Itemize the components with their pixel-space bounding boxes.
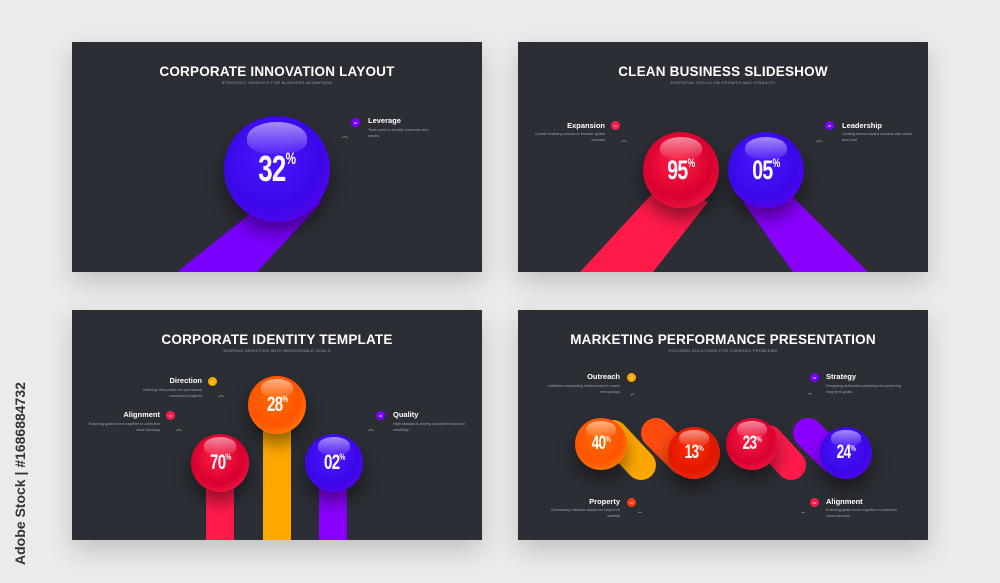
item-desc: Designing actionable pathways for achiev… bbox=[826, 384, 901, 394]
item-label: Direction bbox=[169, 376, 202, 385]
curved-arrow-icon: ⌒ bbox=[342, 138, 349, 144]
slide-subtitle: ESSENTIAL FOCUS ON GROWTH AND STABILITY bbox=[670, 80, 776, 85]
slide-1[interactable]: CORPORATE INNOVATION LAYOUT STRATEGIC IN… bbox=[72, 42, 482, 272]
sphere-value: 13 bbox=[684, 442, 700, 463]
sphere-unit: % bbox=[339, 451, 345, 463]
number-badge: 02 bbox=[166, 411, 175, 420]
sphere-value: 32 bbox=[258, 148, 286, 189]
sphere-unit: % bbox=[285, 149, 296, 168]
curved-arrow-icon: ⌣ bbox=[801, 510, 805, 516]
sphere-13: 13% bbox=[668, 427, 720, 479]
item-desc: Ensuring goals move together in collecti… bbox=[826, 508, 898, 518]
curved-arrow-icon: ⌣ bbox=[638, 510, 642, 516]
slide-subtitle: SHAPING DIRECTION WITH MEASURABLE GOALS bbox=[223, 348, 331, 353]
sphere-value: 70 bbox=[209, 451, 226, 474]
number-badge: 03 bbox=[376, 411, 385, 420]
number-badge: 04 bbox=[810, 373, 819, 382]
sphere-value: 95 bbox=[667, 154, 688, 185]
sphere-unit: % bbox=[282, 393, 288, 405]
sphere-unit: % bbox=[225, 451, 231, 463]
slide-title: CLEAN BUSINESS SLIDESHOW bbox=[618, 64, 828, 79]
stock-credit: Adobe Stock | #1686884732 bbox=[12, 382, 28, 565]
item-label: Leverage bbox=[368, 116, 401, 125]
slide-4[interactable]: MARKETING PERFORMANCE PRESENTATION FOCUS… bbox=[518, 310, 928, 540]
purple-stem bbox=[743, 192, 868, 272]
slide-2[interactable]: CLEAN BUSINESS SLIDESHOW ESSENTIAL FOCUS… bbox=[518, 42, 928, 272]
item-desc: Overseeing valuable assets for long term… bbox=[550, 508, 620, 518]
slide-3[interactable]: CORPORATE IDENTITY TEMPLATE SHAPING DIRE… bbox=[72, 310, 482, 540]
item-desc: Tools used to amplify outcomes and resul… bbox=[368, 128, 429, 138]
number-badge: 01 bbox=[627, 373, 636, 382]
sphere-unit: % bbox=[687, 155, 696, 170]
item-desc: Guiding teams toward success with vision… bbox=[842, 132, 913, 142]
item-desc: Initiatives expanding relationships to r… bbox=[548, 384, 620, 394]
curved-arrow-icon: ⌐ bbox=[631, 392, 635, 398]
sphere-40: 40% bbox=[575, 418, 627, 470]
sphere-70: 70% bbox=[191, 434, 249, 492]
curved-arrow-icon: ⌒ bbox=[218, 397, 225, 403]
sphere-02: 02% bbox=[305, 434, 363, 492]
item-label: Outreach bbox=[587, 372, 620, 381]
sphere-unit: % bbox=[605, 433, 611, 444]
slide-subtitle: FOCUSED SOLUTIONS FOR COMPLEX PROBLEMS bbox=[668, 348, 778, 353]
curved-arrow-icon: ⌒ bbox=[621, 142, 628, 148]
slide-subtitle: STRATEGIC INSIGHTS FOR BUSINESS ADVANTAG… bbox=[221, 80, 333, 85]
item-label: Expansion bbox=[567, 121, 605, 130]
number-badge: 01 bbox=[351, 118, 360, 127]
sphere-value: 23 bbox=[742, 433, 758, 454]
sphere-unit: % bbox=[756, 433, 762, 444]
sphere-24: 24% bbox=[820, 427, 872, 479]
sphere-value: 24 bbox=[836, 442, 852, 463]
curved-arrow-icon: ⌒ bbox=[816, 142, 823, 148]
sphere-value: 40 bbox=[591, 433, 607, 454]
item-label: Strategy bbox=[826, 372, 857, 381]
number-badge: 03 bbox=[810, 498, 819, 507]
number-badge: 01 bbox=[611, 121, 620, 130]
slide-title: CORPORATE INNOVATION LAYOUT bbox=[159, 64, 395, 79]
sphere-32: 32% bbox=[224, 116, 330, 222]
number-badge: 01 bbox=[208, 377, 217, 386]
item-label: Alignment bbox=[826, 497, 863, 506]
sphere-unit: % bbox=[772, 155, 781, 170]
sphere-value: 05 bbox=[752, 154, 773, 185]
item-label: Alignment bbox=[123, 410, 160, 419]
item-desc: Defining clear paths for operational con… bbox=[143, 388, 202, 398]
curved-arrow-icon: ¬ bbox=[808, 392, 812, 398]
item-desc: Ensuring goals move together in collecti… bbox=[88, 422, 160, 432]
sphere-unit: % bbox=[698, 442, 704, 453]
number-badge: 02 bbox=[627, 498, 636, 507]
sphere-28: 28% bbox=[248, 376, 306, 434]
sphere-value: 28 bbox=[266, 393, 283, 416]
number-badge: 02 bbox=[825, 121, 834, 130]
item-label: Quality bbox=[393, 410, 419, 419]
sphere-23: 23% bbox=[726, 418, 778, 470]
slide-title: MARKETING PERFORMANCE PRESENTATION bbox=[570, 332, 876, 347]
slide-title: CORPORATE IDENTITY TEMPLATE bbox=[161, 332, 393, 347]
item-desc: High standards driving consistent trust … bbox=[393, 422, 465, 432]
item-desc: Growth enabling access to broader global… bbox=[534, 132, 605, 142]
item-label: Property bbox=[589, 497, 620, 506]
sphere-unit: % bbox=[850, 442, 856, 453]
sphere-05: 05% bbox=[728, 132, 804, 208]
sphere-95: 95% bbox=[643, 132, 719, 208]
item-label: Leadership bbox=[842, 121, 883, 130]
curved-arrow-icon: ⌒ bbox=[176, 431, 183, 437]
curved-arrow-icon: ⌒ bbox=[368, 431, 375, 437]
sphere-value: 02 bbox=[323, 451, 340, 474]
